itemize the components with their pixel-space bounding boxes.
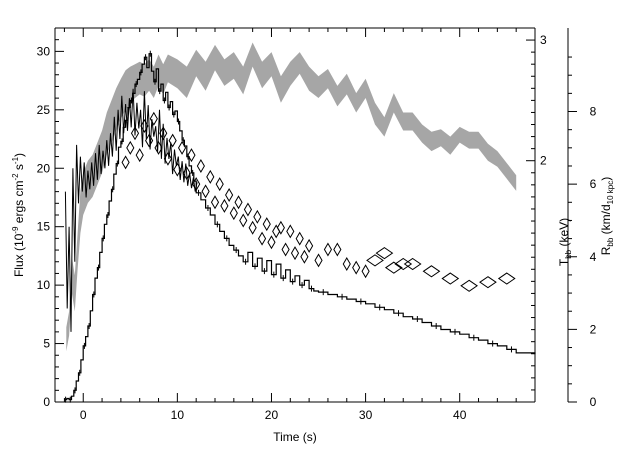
flux-tick-label: 5 (43, 337, 50, 351)
x-tick-label: 10 (171, 408, 185, 422)
x-tick-label: 0 (80, 408, 87, 422)
radius-diamond (182, 166, 191, 181)
radius-diamond (314, 253, 323, 268)
radius-diamond (121, 155, 130, 170)
radius-diamond (460, 279, 479, 292)
radius-diamond (323, 242, 333, 257)
temperature-tick-label: 3 (540, 33, 547, 47)
radius-diamond (394, 257, 413, 271)
radius-diamond (342, 257, 351, 272)
radius-diamond (177, 140, 187, 155)
radius-diamond (215, 177, 224, 192)
radius-diamond (196, 158, 205, 173)
temperature-band (66, 42, 517, 352)
flux-fine-line (64, 88, 198, 332)
flux-tick-label: 20 (37, 161, 51, 175)
radius-diamond (130, 126, 140, 141)
radius-diamond (168, 133, 177, 148)
radius-diamond (173, 162, 182, 177)
radius-diamond (126, 140, 135, 155)
radius-diamond (352, 260, 361, 275)
radius-tick-label: 8 (590, 105, 597, 119)
radius-diamond (333, 242, 342, 257)
radius-diamond (422, 265, 441, 278)
temperature-band-layer (66, 42, 517, 352)
radius-diamond (243, 202, 253, 217)
x-axis-title: Time (s) (273, 430, 317, 444)
radius-diamond (187, 148, 196, 163)
radius-diamond (145, 133, 154, 148)
temperature-tick-label: 2 (540, 154, 547, 168)
radius-diamond (159, 126, 168, 141)
radius-diamond (192, 177, 201, 192)
radius-diamond (276, 220, 285, 235)
radius-tick-label: 4 (590, 250, 597, 264)
radius-diamond (229, 206, 238, 221)
radius-diamond (140, 119, 149, 134)
flux-tick-label: 0 (43, 395, 50, 409)
radius-diamond (305, 238, 314, 253)
radius-diamond (135, 148, 144, 163)
x-tick-label: 20 (265, 408, 279, 422)
radius-diamond (234, 195, 243, 210)
radius-tick-label: 0 (590, 395, 597, 409)
temperature-ticks: 23 (526, 33, 547, 391)
radius-diamond (248, 220, 257, 235)
x-tick-label: 40 (453, 408, 467, 422)
flux-tick-label: 10 (37, 278, 51, 292)
radius-ticks: 0 2 4 6 8 (568, 56, 597, 409)
radius-diamond (163, 151, 173, 166)
flux-ticks: 0 5 10 15 20 25 30 (37, 39, 64, 409)
radius-diamond (149, 111, 158, 126)
flux-histogram-layer (64, 50, 536, 403)
radius-axis-title: Rbb (km/d10 kpc) (599, 177, 615, 256)
radius-diamond (384, 261, 403, 274)
radius-diamond (272, 224, 281, 239)
radius-diamond (281, 242, 290, 257)
flux-axis-title: Flux (10-9 ergs cm-2 s-1) (11, 153, 26, 277)
radius-diamond (210, 195, 220, 210)
plot-frame (54, 27, 569, 403)
radius-diamond (290, 246, 300, 261)
radius-diamond (366, 254, 384, 267)
flux-fine-layer (64, 88, 198, 332)
radius-diamond (257, 231, 267, 246)
radius-diamond (225, 188, 234, 203)
temperature-axis-title: Tbb (keV) (557, 218, 573, 266)
radius-diamond (497, 272, 516, 285)
x-tick-label: 30 (359, 408, 373, 422)
x-ticks: 0 10 20 30 40 (63, 28, 517, 422)
radius-diamond (361, 264, 370, 279)
radius-diamond (239, 213, 248, 228)
flux-tick-label: 25 (37, 103, 51, 117)
radius-diamond (206, 169, 215, 184)
radius-diamond (441, 272, 460, 285)
radius-diamond (253, 209, 262, 224)
radius-diamond (154, 140, 163, 155)
radius-diamond (267, 235, 276, 250)
radius-diamond (479, 276, 497, 289)
radius-diamond (262, 217, 271, 232)
radius-tick-label: 6 (590, 177, 597, 191)
radius-diamond (403, 257, 422, 271)
flux-tick-label: 30 (37, 44, 51, 58)
radius-tick-label: 2 (590, 322, 597, 336)
radius-diamond (295, 231, 304, 246)
flux-tick-label: 15 (37, 220, 51, 234)
radius-diamond (220, 198, 229, 213)
flux-histogram (64, 53, 536, 401)
radius-diamond (201, 184, 210, 199)
radius-diamonds-layer (121, 111, 516, 292)
radius-diamond (375, 247, 394, 260)
radius-diamond (300, 249, 309, 264)
radius-diamond (286, 224, 295, 239)
